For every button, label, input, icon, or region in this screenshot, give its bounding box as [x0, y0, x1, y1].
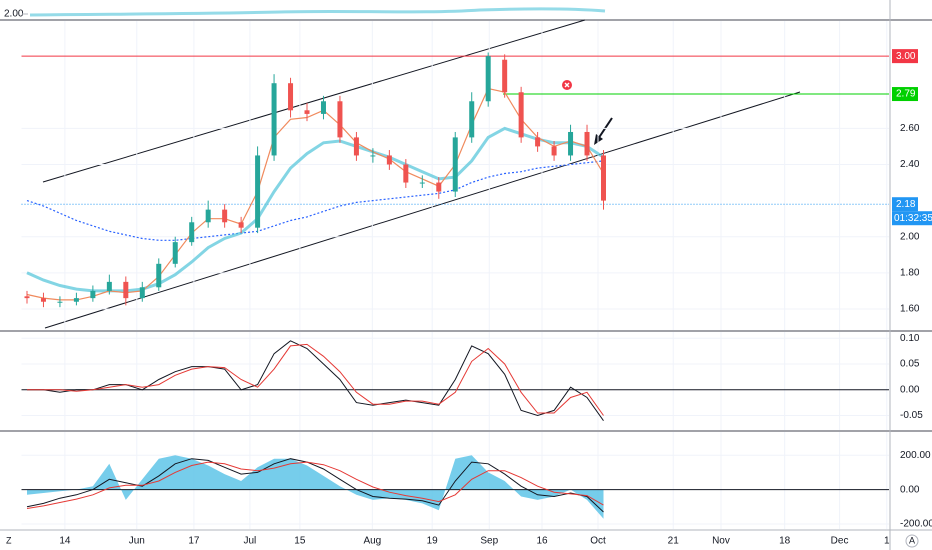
candle-body [73, 298, 79, 302]
candle-body [584, 131, 590, 156]
trendline [42, 19, 586, 183]
moving-average [26, 87, 605, 301]
inset-ribbon [29, 7, 606, 17]
y-tick-label: 0.05 [900, 359, 920, 370]
candle-body [288, 83, 294, 111]
candle-body [90, 290, 96, 299]
x-tick-label: Aug [363, 536, 381, 547]
candle-body [320, 101, 326, 114]
candle-body [106, 281, 112, 291]
x-tick-label: 16 [536, 536, 548, 547]
x-tick-label: Oct [590, 536, 606, 547]
candle-body [419, 182, 425, 184]
candle-body [57, 301, 63, 303]
trendline [44, 91, 801, 329]
candle-body [222, 209, 228, 223]
x-tick-label: 21 [668, 536, 680, 547]
corner-button[interactable]: A [909, 535, 915, 545]
inset-tick-label: 2.00 [4, 9, 24, 20]
candle-body [518, 92, 524, 138]
x-tick-label: Jul [244, 536, 257, 547]
indicator-line [27, 343, 604, 416]
candle-body [600, 155, 606, 201]
x-tick-label: Dec [831, 536, 849, 547]
candle-body [24, 296, 30, 299]
countdown-box [892, 211, 932, 226]
moving-average [26, 160, 604, 241]
y-tick-label: 0.10 [900, 333, 920, 344]
moving-average [26, 126, 605, 293]
y-tick-label: 1.60 [900, 304, 920, 315]
x-tick-label: 14 [59, 536, 71, 547]
y-tick-label: 1.80 [900, 267, 920, 278]
candle-body [238, 222, 244, 228]
y-tick-label: 0.00 [900, 384, 920, 395]
candle-body [123, 281, 129, 299]
candle-body [353, 137, 359, 156]
x-tick-label: Sep [480, 536, 498, 547]
candle-body [337, 101, 343, 138]
y-tick-label: -200.00 [900, 519, 932, 530]
candle-body [452, 137, 458, 192]
candle-body [568, 131, 574, 156]
indicator-line [26, 458, 604, 513]
candle-body [469, 101, 475, 138]
corner-button-ring [905, 534, 919, 548]
price-label: 3.00 [896, 51, 916, 62]
candle-body [370, 155, 376, 157]
x-tick-label: 17 [188, 536, 200, 547]
indicator-line [26, 461, 604, 509]
candle-body [485, 56, 491, 102]
price-label-box [892, 87, 918, 102]
histogram-area [27, 455, 604, 519]
candle-body [40, 298, 46, 302]
candle-body [386, 155, 392, 165]
price-label: 2.18 [896, 199, 916, 210]
y-tick-label: 200.00 [900, 450, 931, 461]
candle-body [304, 110, 310, 114]
candle-body [535, 137, 541, 147]
y-tick-label: 2.00 [900, 231, 920, 242]
price-label: 2.79 [896, 89, 916, 100]
y-tick-label: 2.60 [900, 123, 920, 134]
candle-body [502, 59, 508, 93]
candle-body [139, 287, 145, 299]
candle-body [436, 182, 442, 192]
candle-body [255, 155, 261, 228]
price-label-box [892, 49, 918, 64]
price-label-box [892, 197, 918, 212]
x-tick-label: Nov [712, 536, 730, 547]
candle-body [156, 263, 162, 288]
candle-body [551, 146, 557, 156]
candle-body [403, 164, 409, 183]
x-tick-label: Jun [129, 536, 145, 547]
countdown: 01:32:35 [894, 213, 932, 224]
candle-body [172, 242, 178, 264]
x-tick-label: 19 [427, 536, 439, 547]
x-tick-label: 15 [294, 536, 306, 547]
candle-body [205, 209, 211, 223]
y-tick-label: -0.05 [900, 410, 923, 421]
y-tick-label: 0.00 [900, 484, 920, 495]
candle-body [271, 83, 277, 156]
alert-icon-x [564, 82, 570, 88]
candle-body [189, 222, 195, 243]
x-tick-label: 1 [884, 536, 890, 547]
y-tick-label: 2.40 [900, 159, 920, 170]
corner-button[interactable]: Z [6, 535, 12, 545]
x-tick-label: 18 [779, 536, 791, 547]
